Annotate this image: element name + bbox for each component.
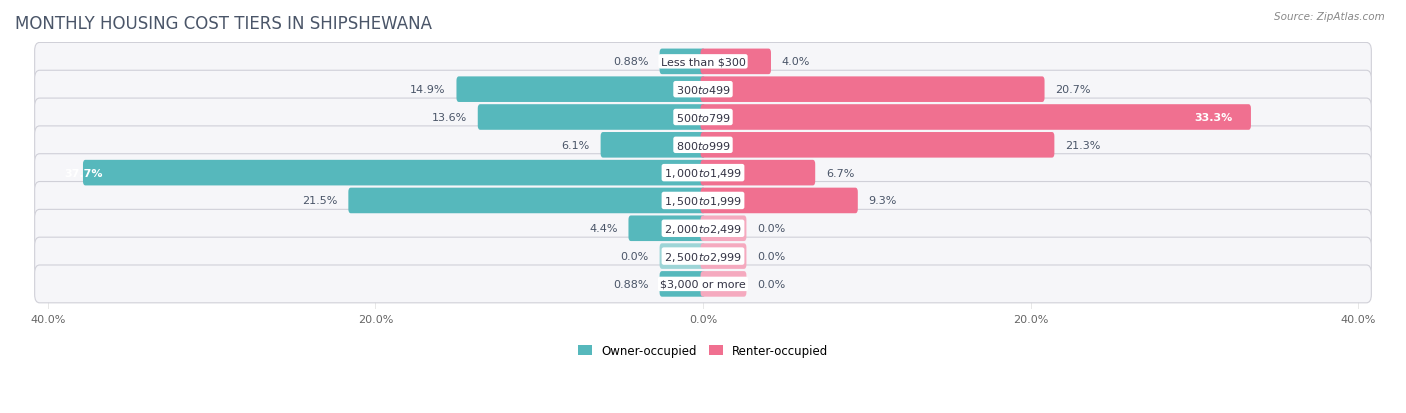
- Text: 0.0%: 0.0%: [756, 279, 786, 289]
- Text: 14.9%: 14.9%: [411, 85, 446, 95]
- FancyBboxPatch shape: [35, 182, 1371, 220]
- Legend: Owner-occupied, Renter-occupied: Owner-occupied, Renter-occupied: [572, 339, 834, 362]
- Text: 0.88%: 0.88%: [613, 279, 650, 289]
- FancyBboxPatch shape: [700, 160, 815, 186]
- Text: 9.3%: 9.3%: [869, 196, 897, 206]
- Text: 20.7%: 20.7%: [1054, 85, 1091, 95]
- FancyBboxPatch shape: [628, 216, 706, 242]
- FancyBboxPatch shape: [700, 50, 770, 75]
- FancyBboxPatch shape: [457, 77, 706, 103]
- FancyBboxPatch shape: [700, 77, 1045, 103]
- FancyBboxPatch shape: [35, 154, 1371, 192]
- Text: 21.5%: 21.5%: [302, 196, 337, 206]
- Text: $500 to $799: $500 to $799: [675, 112, 731, 124]
- Text: 4.0%: 4.0%: [782, 57, 810, 67]
- FancyBboxPatch shape: [700, 216, 747, 242]
- Text: $1,000 to $1,499: $1,000 to $1,499: [664, 167, 742, 180]
- Text: 0.88%: 0.88%: [613, 57, 650, 67]
- Text: MONTHLY HOUSING COST TIERS IN SHIPSHEWANA: MONTHLY HOUSING COST TIERS IN SHIPSHEWAN…: [15, 15, 432, 33]
- Text: $2,500 to $2,999: $2,500 to $2,999: [664, 250, 742, 263]
- FancyBboxPatch shape: [35, 71, 1371, 109]
- Text: 4.4%: 4.4%: [589, 224, 617, 234]
- Text: 6.1%: 6.1%: [562, 140, 591, 150]
- Text: $3,000 or more: $3,000 or more: [661, 279, 745, 289]
- Text: Less than $300: Less than $300: [661, 57, 745, 67]
- FancyBboxPatch shape: [35, 43, 1371, 81]
- Text: 13.6%: 13.6%: [432, 113, 467, 123]
- Text: 33.3%: 33.3%: [1194, 113, 1232, 123]
- FancyBboxPatch shape: [35, 210, 1371, 247]
- Text: 0.0%: 0.0%: [756, 224, 786, 234]
- Text: $800 to $999: $800 to $999: [675, 140, 731, 152]
- Text: 0.0%: 0.0%: [756, 252, 786, 261]
- FancyBboxPatch shape: [700, 244, 747, 269]
- FancyBboxPatch shape: [700, 188, 858, 214]
- FancyBboxPatch shape: [35, 127, 1371, 164]
- FancyBboxPatch shape: [700, 133, 1054, 158]
- FancyBboxPatch shape: [83, 160, 706, 186]
- Text: $2,000 to $2,499: $2,000 to $2,499: [664, 222, 742, 235]
- Text: 6.7%: 6.7%: [825, 168, 855, 178]
- FancyBboxPatch shape: [659, 50, 706, 75]
- FancyBboxPatch shape: [659, 244, 706, 269]
- FancyBboxPatch shape: [35, 237, 1371, 275]
- FancyBboxPatch shape: [35, 99, 1371, 137]
- Text: 0.0%: 0.0%: [620, 252, 650, 261]
- FancyBboxPatch shape: [600, 133, 706, 158]
- Text: Source: ZipAtlas.com: Source: ZipAtlas.com: [1274, 12, 1385, 22]
- Text: 21.3%: 21.3%: [1064, 140, 1101, 150]
- Text: 37.7%: 37.7%: [65, 168, 103, 178]
- FancyBboxPatch shape: [700, 105, 1251, 131]
- FancyBboxPatch shape: [478, 105, 706, 131]
- Text: $1,500 to $1,999: $1,500 to $1,999: [664, 195, 742, 207]
- Text: $300 to $499: $300 to $499: [675, 84, 731, 96]
- FancyBboxPatch shape: [700, 271, 747, 297]
- FancyBboxPatch shape: [35, 265, 1371, 303]
- FancyBboxPatch shape: [659, 271, 706, 297]
- FancyBboxPatch shape: [349, 188, 706, 214]
